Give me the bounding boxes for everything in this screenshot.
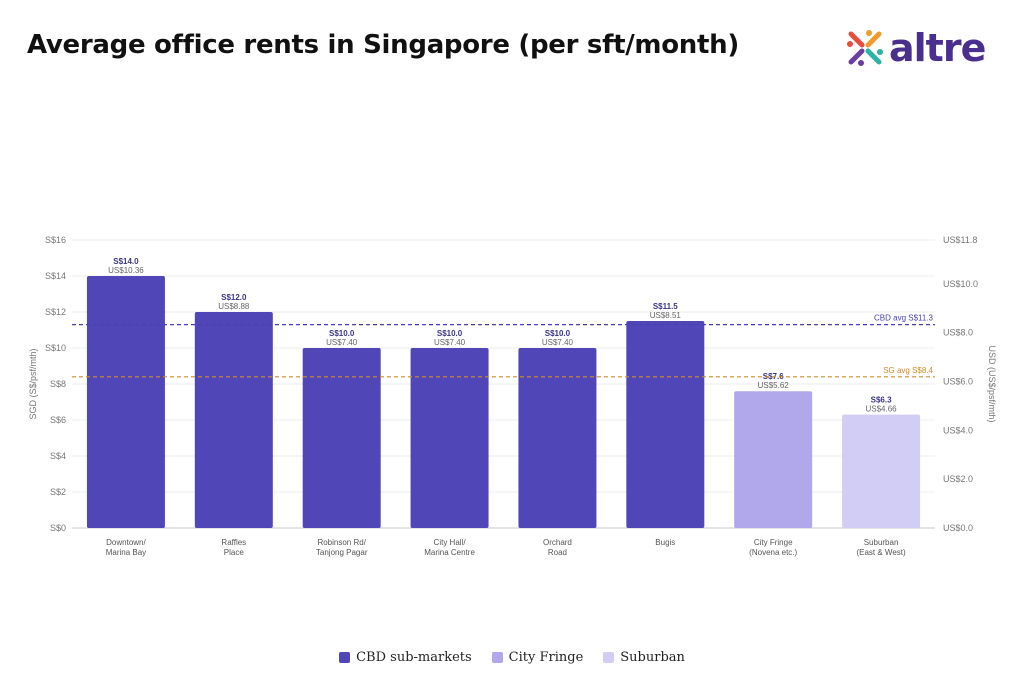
logo-text: altre [889,26,986,70]
y2-axis-label: USD (US$/psf/mth) [987,345,997,422]
bar-usd-label: US$10.36 [108,266,144,275]
y2-tick-label: US$2.0 [943,474,973,484]
y-tick-label: S$4 [50,451,66,461]
y-tick-label: S$0 [50,523,66,533]
bar-usd-label: US$7.40 [326,338,358,347]
x-tick-label: Downtown/ [106,538,146,547]
bar-usd-label: US$5.62 [758,381,790,390]
bar-value-label: S$10.0 [329,329,355,338]
bar-value-label: S$10.0 [545,329,571,338]
reference-line-label: SG avg S$8.4 [883,366,933,375]
bar [86,276,165,528]
bar-value-label: S$6.3 [871,396,892,405]
bar-value-label: S$14.0 [113,257,139,266]
bar [842,414,921,528]
x-tick-label: Road [548,548,567,557]
x-tick-label: Bugis [655,538,675,547]
bar [734,391,813,528]
y2-tick-label: US$11.8 [943,235,977,245]
y-tick-label: S$10 [45,343,66,353]
y-tick-label: S$16 [45,235,66,245]
legend-swatch-fringe [491,652,503,663]
bar-usd-label: US$8.88 [218,302,250,311]
bar-value-label: S$12.0 [221,293,247,302]
legend-item-fringe: City Fringe [491,650,584,665]
y-tick-label: S$8 [50,379,66,389]
x-tick-label: Marina Centre [424,548,475,557]
legend-label: CBD sub-markets [356,650,472,665]
chart-title: Average office rents in Singapore (per s… [27,30,739,60]
y-axis-label: SGD (S$/psf/mth) [28,348,38,419]
legend: CBD sub-markets City Fringe Suburban [0,650,1024,665]
x-tick-label: Raffles [221,538,246,547]
bar [410,348,489,528]
y2-tick-label: US$6.0 [943,377,973,387]
reference-line-label: CBD avg S$11.3 [874,314,934,323]
bar [626,321,705,528]
legend-swatch-cbd [339,652,351,663]
x-tick-label: City Hall/ [434,538,467,547]
bar [518,348,597,528]
legend-label: Suburban [620,650,685,665]
y-tick-label: S$6 [50,415,66,425]
y-tick-label: S$14 [45,271,66,281]
legend-label: City Fringe [508,650,584,665]
bar-value-label: S$10.0 [437,329,463,338]
bar-value-label: S$11.5 [653,302,678,311]
x-tick-label: Place [224,548,245,557]
bar-usd-label: US$7.40 [542,338,574,347]
x-tick-label: Tanjong Pagar [316,548,368,557]
bar-usd-label: US$7.40 [434,338,466,347]
altre-logo-icon [847,30,883,66]
x-tick-label: (Novena etc.) [749,548,797,557]
x-tick-label: Robinson Rd/ [317,538,366,547]
bar-usd-label: US$8.51 [650,311,682,320]
altre-logo: altre [843,24,993,72]
x-tick-label: Orchard [543,538,572,547]
bar [302,348,381,528]
y2-tick-label: US$0.0 [943,523,973,533]
x-tick-label: (East & West) [856,548,906,557]
bar-usd-label: US$4.66 [865,405,897,414]
y2-tick-label: US$8.0 [943,328,973,338]
legend-item-cbd: CBD sub-markets [339,650,472,665]
legend-item-suburban: Suburban [603,650,685,665]
legend-swatch-suburban [603,652,615,663]
bar [194,312,273,528]
y2-tick-label: US$10.0 [943,279,978,289]
y-tick-label: S$12 [45,307,66,317]
y2-tick-label: US$4.0 [943,425,973,435]
x-tick-label: Suburban [864,538,899,547]
x-tick-label: Marina Bay [106,548,146,557]
y-tick-label: S$2 [50,487,66,497]
x-tick-label: City Fringe [754,538,793,547]
